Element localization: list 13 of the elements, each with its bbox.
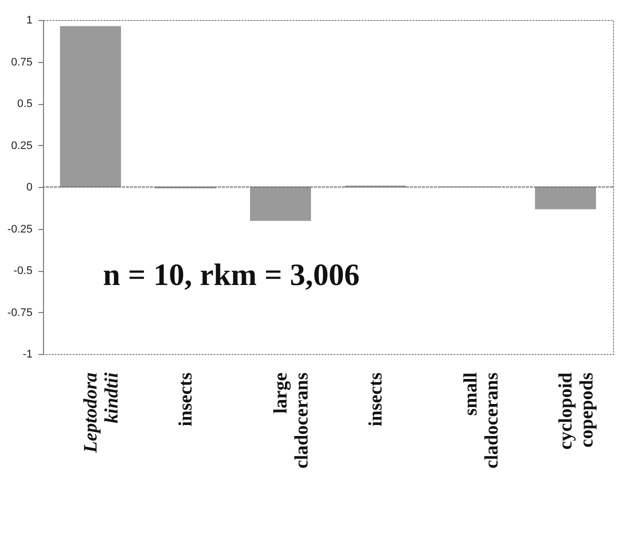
x-tick-label: Leptodora kindtii [80, 372, 122, 454]
y-tick-label: 0 [26, 182, 32, 194]
x-tick-label: insects [176, 372, 196, 426]
annotation: n = 10, rkm = 3,006 [103, 257, 360, 292]
y-tick-label: 0.25 [11, 140, 32, 152]
y-tick-label: -0.75 [7, 306, 32, 319]
x-tick-label: insects [366, 372, 386, 426]
y-tick-label: -0.5 [14, 265, 32, 277]
y-tick-label: 0.5 [17, 98, 32, 110]
y-tick-label: -0.25 [7, 223, 32, 236]
y-tick-label: 1 [26, 14, 32, 26]
y-tick-label: 0.75 [11, 56, 32, 68]
y-tick-label: -1 [22, 348, 32, 360]
